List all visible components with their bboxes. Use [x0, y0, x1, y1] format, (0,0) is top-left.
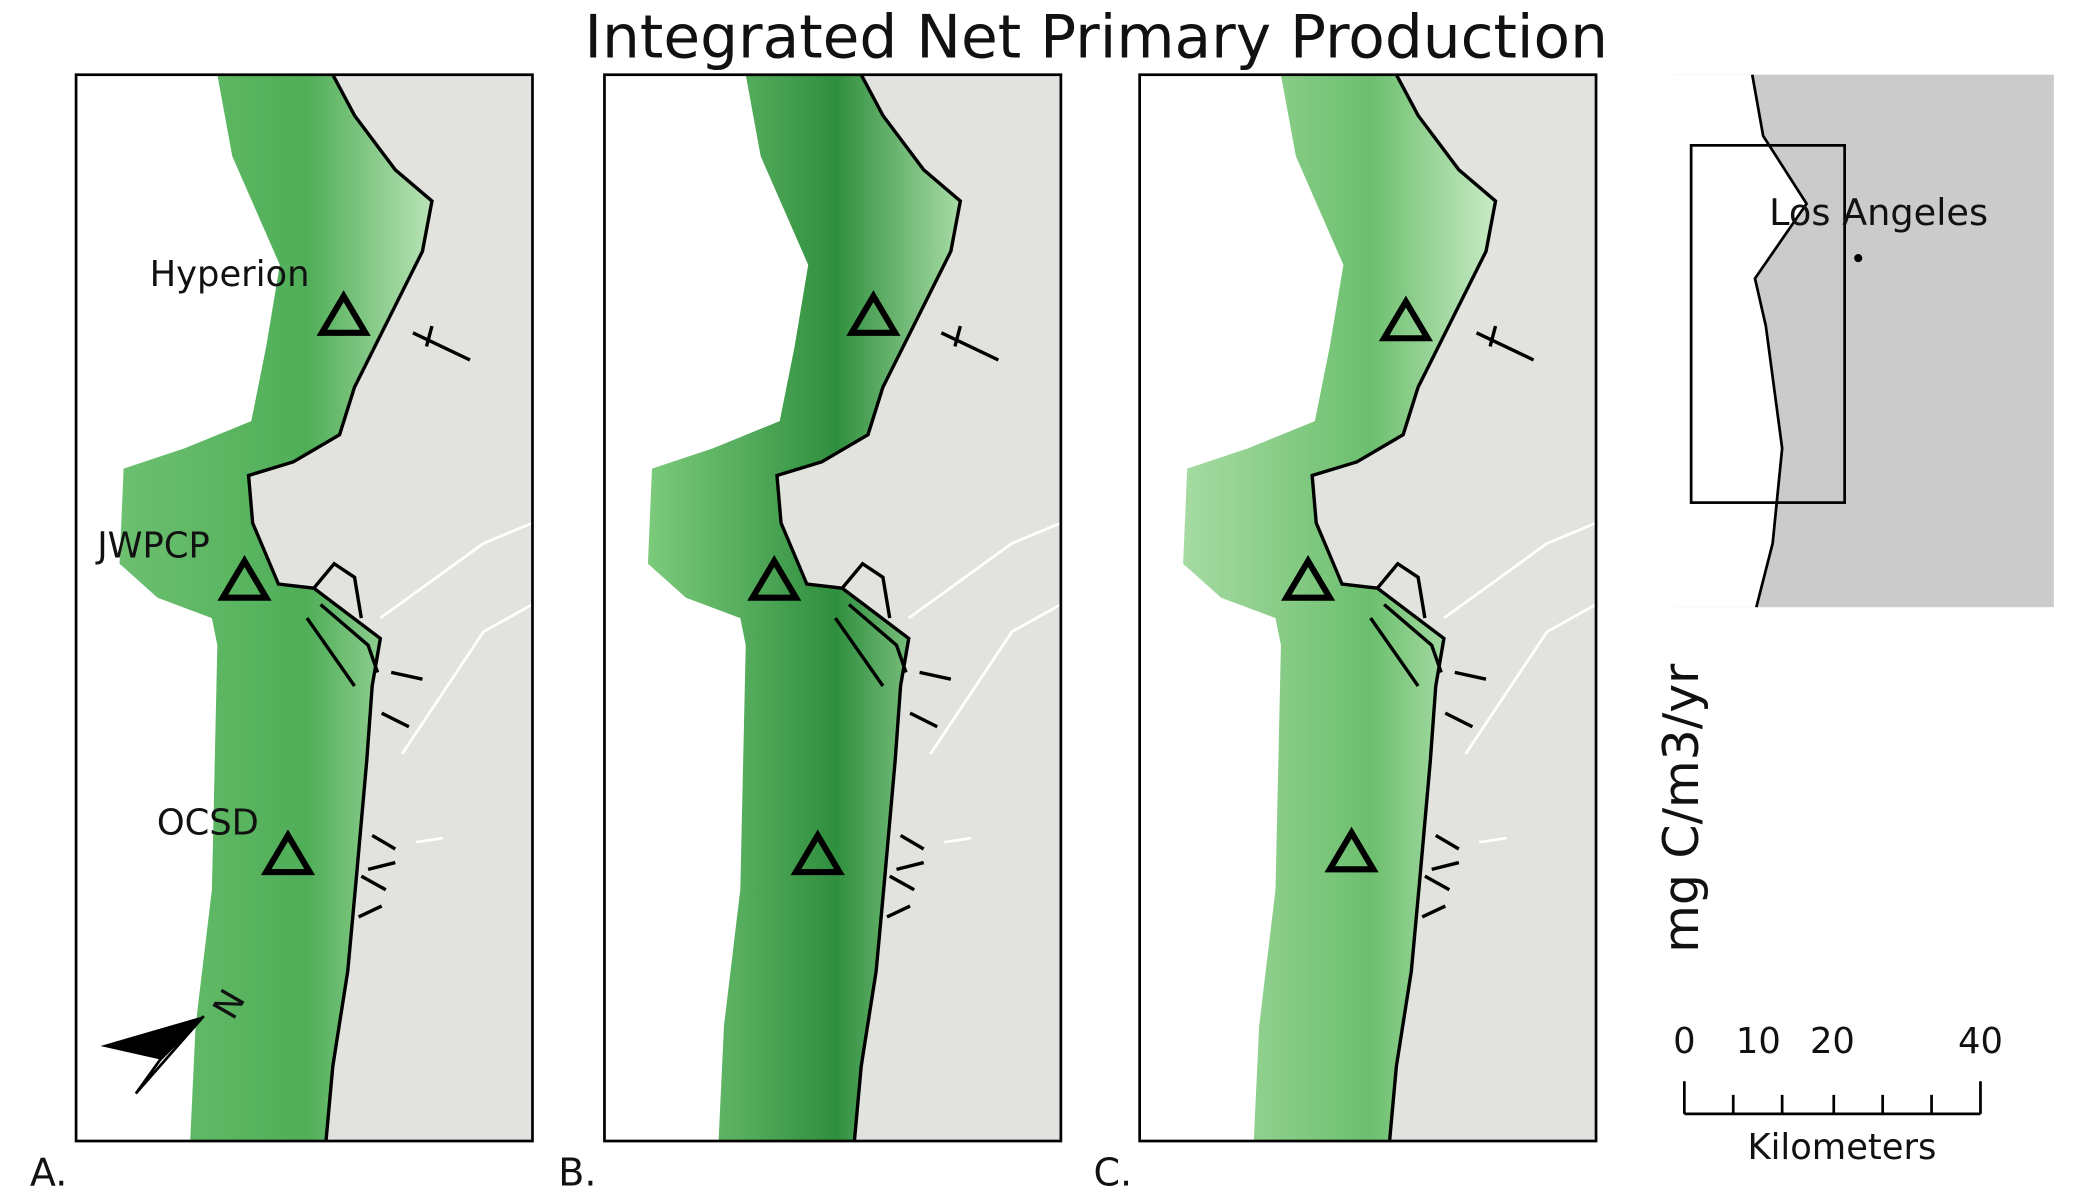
scale-tick-label: 20 — [1810, 1021, 1855, 1062]
panel-frame — [74, 73, 534, 1143]
outfall-marker — [260, 829, 316, 876]
city-dot — [1854, 254, 1863, 263]
scale-line — [1682, 1081, 1982, 1116]
outfall-marker — [1378, 295, 1433, 342]
inset-map: Los Angeles — [1673, 74, 2054, 608]
scale-tick-label: 0 — [1673, 1021, 1695, 1062]
outfall-marker — [790, 829, 845, 876]
outfall-marker — [316, 290, 371, 336]
outfall-marker — [846, 290, 901, 336]
outfall-marker — [217, 555, 272, 601]
panel-label: A. — [30, 1150, 67, 1194]
outfall-marker — [1280, 555, 1336, 601]
panel-label: B. — [558, 1150, 596, 1194]
scale-tick-label: 10 — [1736, 1021, 1781, 1062]
map-panel — [74, 73, 534, 1143]
outfall-marker — [747, 555, 802, 601]
scale-bar: Kilometers 0 10 20 40 — [1673, 1021, 2003, 1168]
outfall-marker — [1324, 826, 1379, 873]
site-label: JWPCP — [95, 525, 210, 566]
river — [379, 521, 534, 844]
inset-coast — [1750, 74, 1809, 608]
panel-label: C. — [1093, 1150, 1132, 1194]
scale-unit: Kilometers — [1747, 1127, 1936, 1168]
north-arrow-dark — [100, 1016, 204, 1060]
river — [907, 521, 1062, 844]
panel-frame — [603, 73, 1063, 1143]
panel-frame — [1138, 73, 1598, 1143]
north-arrow-light — [134, 1015, 205, 1095]
site-label: OCSD — [157, 803, 259, 844]
river — [1443, 521, 1597, 844]
map-panel — [1138, 73, 1598, 1143]
site-label: Hyperion — [150, 254, 310, 295]
legend-label: mg C/m3/yr — [1653, 663, 1710, 953]
inset-extent — [1689, 144, 1846, 504]
city-label: Los Angeles — [1769, 191, 1988, 234]
scale-tick-label: 40 — [1958, 1021, 2003, 1062]
inset-ocean — [1673, 74, 1807, 608]
title: Integrated Net Primary Production — [584, 3, 1608, 72]
map-panel — [603, 73, 1063, 1143]
